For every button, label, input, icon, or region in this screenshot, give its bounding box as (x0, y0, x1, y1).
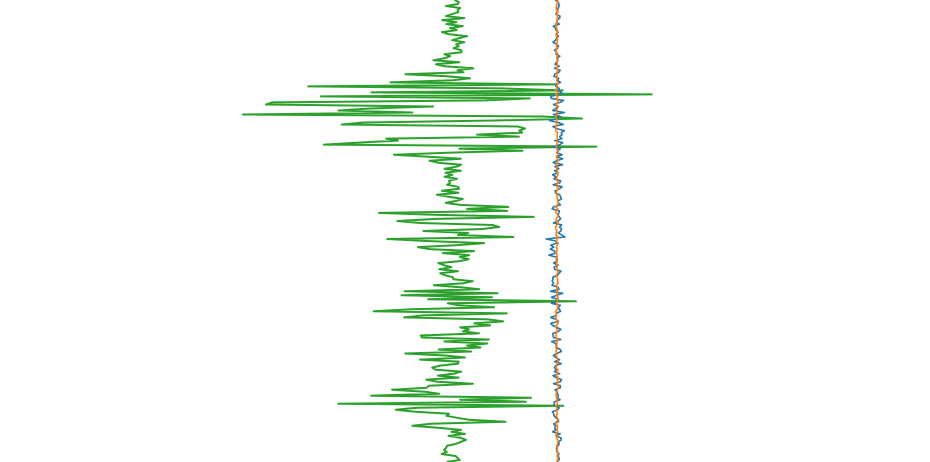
series-line-2 (554, 0, 560, 462)
series-line-1 (545, 0, 566, 462)
series-line-0 (241, 0, 653, 462)
series-layer (241, 0, 653, 462)
